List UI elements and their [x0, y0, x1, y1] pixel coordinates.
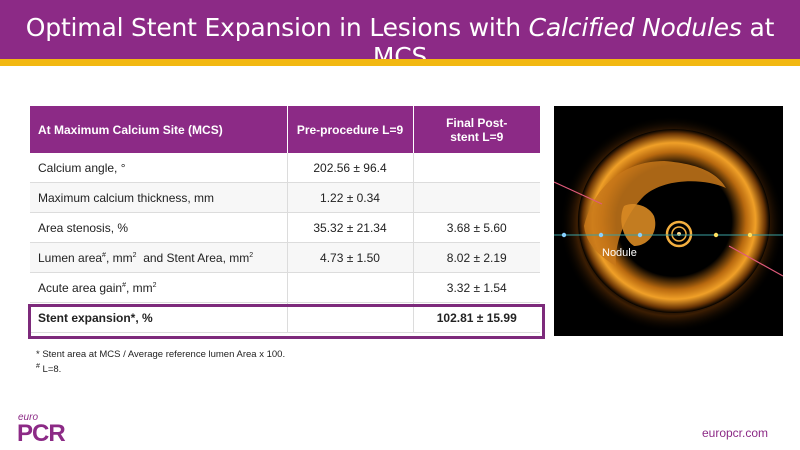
row-pre: [287, 302, 414, 333]
title-italic: Calcified Nodules: [528, 13, 742, 42]
label-sup: #: [102, 251, 106, 259]
header-pre: Pre-procedure L=9: [287, 106, 414, 153]
row-label: Maximum calcium thickness, mm: [30, 182, 288, 213]
footnote-1: * Stent area at MCS / Average reference …: [36, 349, 286, 360]
row-pre: [287, 272, 414, 303]
row-pre: 1.22 ± 0.34: [287, 182, 414, 213]
nodule-label: Nodule: [602, 247, 637, 259]
label-part: and Stent Area, mm: [136, 250, 250, 265]
row-label: Stent expansion*, %: [30, 302, 288, 333]
row-pre: 4.73 ± 1.50: [287, 242, 414, 273]
footnote-text: L=8.: [39, 364, 62, 376]
oct-image: Nodule: [553, 106, 784, 336]
slide-title: Optimal Stent Expansion in Lesions with …: [0, 13, 800, 71]
footnotes: * Stent area at MCS / Average reference …: [36, 349, 285, 376]
footnote-2: # L=8.: [36, 361, 285, 376]
table-header-row: At Maximum Calcium Site (MCS) Pre-proced…: [30, 106, 540, 153]
row-post: 3.68 ± 5.60: [413, 212, 540, 243]
highlighted-row: Stent expansion*, % 102.81 ± 15.99: [30, 302, 540, 333]
table-row: Calcium angle, ° 202.56 ± 96.4: [30, 153, 540, 183]
row-pre: 202.56 ± 96.4: [287, 153, 414, 183]
row-post: 3.32 ± 1.54: [413, 272, 540, 303]
title-prefix: Optimal Stent Expansion in Lesions with: [25, 13, 529, 42]
footnote-sup: #: [36, 363, 40, 370]
title-suffix: at MCS: [372, 13, 775, 71]
label-part: Lumen area: [38, 250, 103, 265]
label-part: , mm: [125, 280, 153, 295]
accent-bar: [0, 59, 800, 66]
row-post: [413, 182, 540, 213]
highlight-border: [28, 304, 545, 339]
label-part: Acute area gain: [38, 280, 123, 295]
row-label: Calcium angle, °: [30, 153, 288, 183]
label-sup: 2: [152, 281, 157, 289]
label-part: , mm: [105, 250, 133, 265]
header-mcs: At Maximum Calcium Site (MCS): [30, 106, 288, 153]
label-sup: #: [122, 281, 126, 289]
oct-image-graphic: Nodule: [553, 106, 784, 336]
logo-pcr-text: PCR: [17, 420, 66, 447]
row-label: Lumen area#, mm2 and Stent Area, mm2: [30, 242, 288, 273]
table-row: Area stenosis, % 35.32 ± 21.34 3.68 ± 5.…: [30, 212, 540, 243]
table-row: Maximum calcium thickness, mm 1.22 ± 0.3…: [30, 182, 540, 213]
label-sup: 2: [132, 251, 137, 259]
logo-euro-text: euro: [18, 412, 39, 423]
website-link[interactable]: europcr.com: [701, 426, 768, 440]
row-label: Area stenosis, %: [30, 212, 288, 243]
table-row: Lumen area#, mm2 and Stent Area, mm2 4.7…: [30, 242, 540, 273]
header-post: Final Post-stent L=9: [413, 106, 540, 153]
label-sup: 2: [249, 251, 254, 259]
row-post: [413, 153, 540, 183]
row-post: 8.02 ± 2.19: [413, 242, 540, 273]
row-pre: 35.32 ± 21.34: [287, 212, 414, 243]
results-table: At Maximum Calcium Site (MCS) Pre-proced…: [30, 106, 540, 333]
row-label: Acute area gain#, mm2: [30, 272, 288, 303]
row-post: 102.81 ± 15.99: [413, 302, 540, 333]
table-row: Acute area gain#, mm2 3.32 ± 1.54: [30, 272, 540, 303]
title-bar: Optimal Stent Expansion in Lesions with …: [0, 0, 800, 71]
